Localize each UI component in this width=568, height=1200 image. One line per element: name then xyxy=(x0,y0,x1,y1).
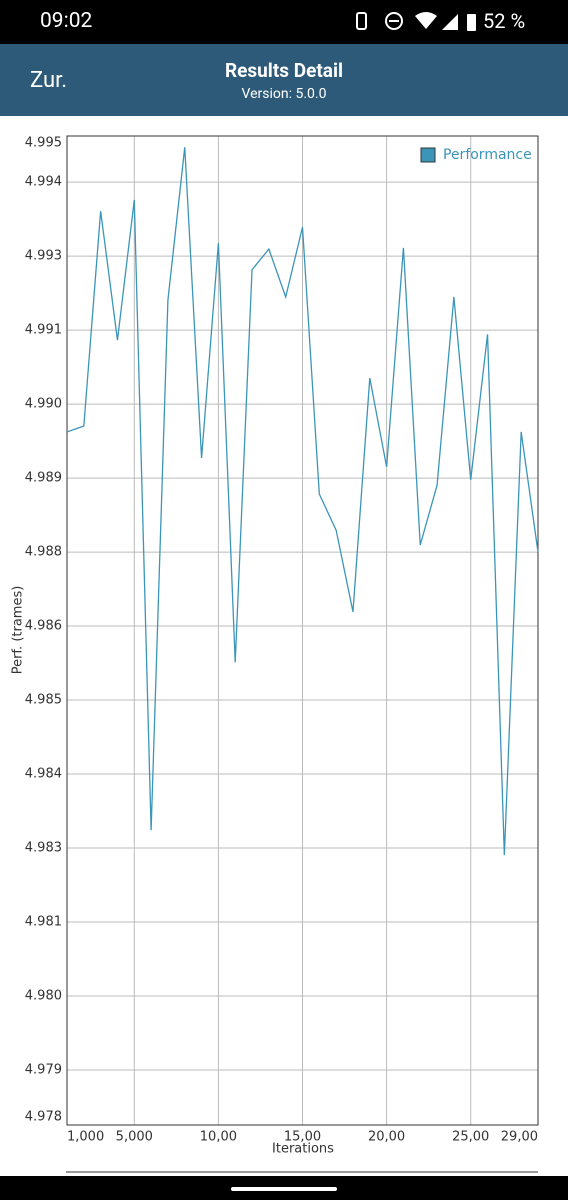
back-button[interactable]: Zur. xyxy=(30,68,68,93)
battery-level: 52 % xyxy=(483,9,526,33)
x-tick-label: 25,00 xyxy=(452,1130,489,1145)
app-header: Zur. Results Detail Version: 5.0.0 xyxy=(0,44,568,116)
x-tick-label: 20,00 xyxy=(368,1130,405,1145)
legend-swatch xyxy=(420,147,436,163)
status-bar: 09:02 52 % xyxy=(0,0,568,44)
y-tick-label: 4.988 xyxy=(25,545,62,560)
y-tick-label: 4.979 xyxy=(25,1062,62,1077)
y-tick-label: 4.991 xyxy=(25,323,62,338)
legend-label: Performance xyxy=(443,147,532,163)
x-tick-label: 15,00 xyxy=(284,1130,321,1145)
navigation-bar xyxy=(0,1176,568,1200)
plot-frame xyxy=(66,135,539,1126)
y-tick-label: 4.993 xyxy=(25,249,62,264)
x-tick-label: 5,000 xyxy=(116,1130,153,1145)
version: Version: 5.0.0 xyxy=(241,86,327,102)
x-tick-label: 1,000 xyxy=(67,1130,104,1145)
status-icons xyxy=(356,12,476,31)
page-title: Results Detail xyxy=(224,59,344,82)
data-line xyxy=(66,147,539,856)
y-tick-label: 4.994 xyxy=(25,175,62,190)
y-tick-label: 4.990 xyxy=(25,397,62,412)
y-tick-label: 4.981 xyxy=(25,914,62,929)
y-axis-title: Perf. (trames) xyxy=(11,586,26,675)
y-tick-label: 4.978 xyxy=(25,1110,62,1125)
x-tick-label: 29,00 xyxy=(501,1130,538,1145)
home-handle[interactable] xyxy=(231,1187,337,1191)
y-tick-label: 4.984 xyxy=(25,767,62,782)
x-axis-title: Iterations xyxy=(272,1142,334,1157)
y-tick-label: 4.985 xyxy=(25,693,62,708)
y-tick-label: 4.986 xyxy=(25,619,62,634)
y-tick-label: 4.983 xyxy=(25,841,62,856)
y-tick-label: 4.989 xyxy=(25,471,62,486)
x-tick-label: 10,00 xyxy=(200,1130,237,1145)
clock: 09:02 xyxy=(40,9,93,33)
chart: Perf. (trames) Iterations 4.995 4.994 4.99… xyxy=(11,135,539,1173)
y-tick-label: 4.980 xyxy=(25,988,62,1003)
y-tick-label: 4.995 xyxy=(25,136,62,151)
